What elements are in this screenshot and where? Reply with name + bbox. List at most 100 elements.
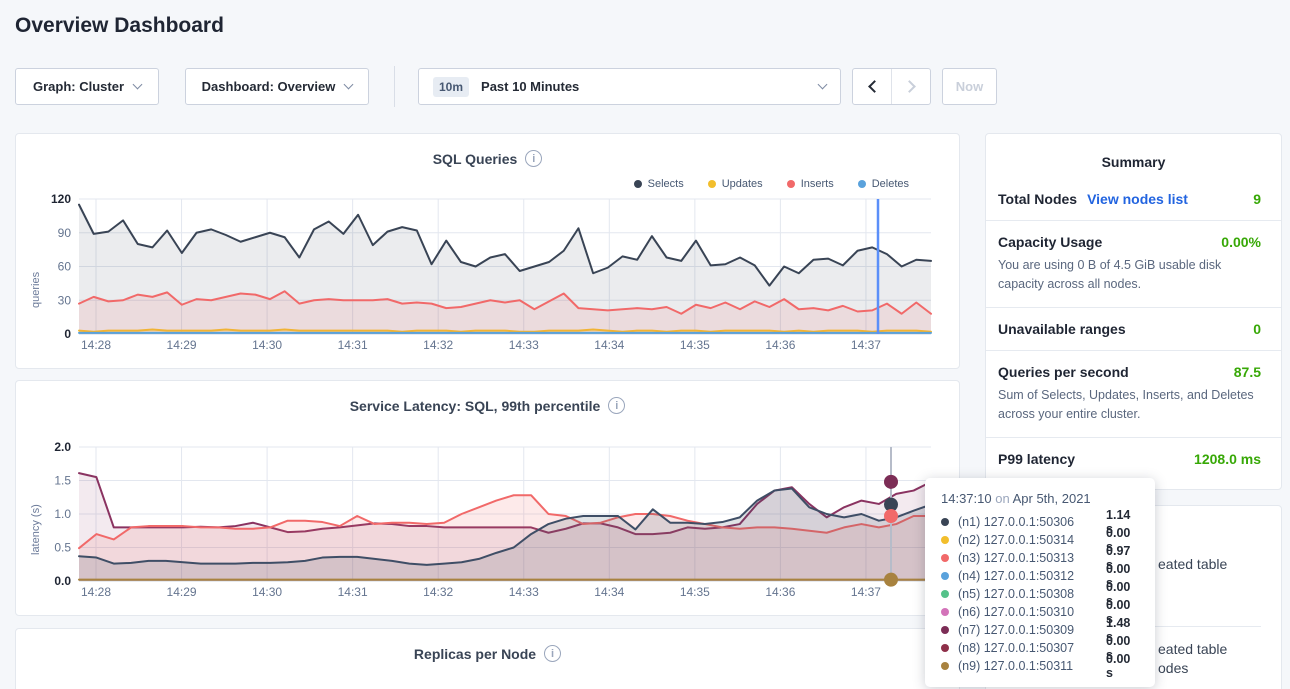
tooltip-node-row: (n9) 127.0.0.1:503110.00 s bbox=[941, 657, 1139, 675]
svg-text:30: 30 bbox=[58, 293, 72, 307]
qps-value: 87.5 bbox=[1234, 364, 1261, 380]
service-latency-card: Service Latency: SQL, 99th percentile la… bbox=[15, 380, 960, 616]
total-nodes-label: Total Nodes bbox=[998, 191, 1077, 207]
p99-latency-value: 1208.0 ms bbox=[1194, 451, 1261, 467]
service-latency-chart[interactable]: 14:28 14:29 14:30 14:31 14:32 14:33 14:34 14:35… bbox=[16, 431, 961, 607]
chart-title: Replicas per Node bbox=[414, 646, 536, 662]
summary-row-qps: Queries per second 87.5 Sum of Selects, … bbox=[986, 350, 1281, 437]
node-address: (n9) 127.0.0.1:50311 bbox=[958, 659, 1106, 673]
overview-dashboard-page: Overview Dashboard Graph: Cluster Dashbo… bbox=[0, 0, 1290, 689]
svg-text:1.0: 1.0 bbox=[54, 507, 71, 521]
capacity-usage-description: You are using 0 B of 4.5 GiB usable disk… bbox=[998, 256, 1261, 294]
summary-row-unavailable-ranges: Unavailable ranges 0 bbox=[986, 307, 1281, 350]
chart-hover-tooltip: 14:37:10 on Apr 5th, 2021 (n1) 127.0.0.1… bbox=[925, 478, 1155, 687]
svg-text:14:28: 14:28 bbox=[81, 338, 111, 352]
series-color-dot bbox=[941, 662, 949, 670]
svg-text:14:29: 14:29 bbox=[167, 585, 197, 599]
svg-text:0.5: 0.5 bbox=[54, 541, 71, 555]
chart-title: Service Latency: SQL, 99th percentile bbox=[350, 398, 601, 414]
node-address: (n4) 127.0.0.1:50312 bbox=[958, 569, 1106, 583]
node-address: (n1) 127.0.0.1:50306 bbox=[958, 515, 1106, 529]
info-icon[interactable] bbox=[525, 150, 542, 167]
view-nodes-list-link[interactable]: View nodes list bbox=[1087, 191, 1188, 207]
series-color-dot bbox=[941, 608, 949, 616]
p99-latency-label: P99 latency bbox=[998, 451, 1075, 467]
svg-text:14:36: 14:36 bbox=[765, 585, 795, 599]
time-step-buttons bbox=[852, 68, 931, 105]
graph-dropdown-label: Graph: Cluster bbox=[33, 79, 124, 94]
series-color-dot bbox=[941, 644, 949, 652]
qps-label: Queries per second bbox=[998, 364, 1129, 380]
info-icon[interactable] bbox=[544, 645, 561, 662]
svg-text:14:30: 14:30 bbox=[252, 585, 282, 599]
series-color-dot bbox=[941, 536, 949, 544]
svg-text:14:33: 14:33 bbox=[509, 585, 539, 599]
time-step-back-button[interactable] bbox=[853, 69, 891, 104]
svg-text:14:28: 14:28 bbox=[81, 585, 111, 599]
tooltip-timestamp: 14:37:10 on Apr 5th, 2021 bbox=[941, 491, 1139, 506]
svg-text:14:35: 14:35 bbox=[680, 585, 710, 599]
svg-text:14:29: 14:29 bbox=[167, 338, 197, 352]
now-button-label: Now bbox=[956, 79, 983, 94]
node-address: (n3) 127.0.0.1:50313 bbox=[958, 551, 1106, 565]
svg-text:0.0: 0.0 bbox=[54, 574, 71, 588]
unavailable-ranges-label: Unavailable ranges bbox=[998, 321, 1126, 337]
summary-row-p99: P99 latency 1208.0 ms bbox=[986, 437, 1281, 480]
series-color-dot bbox=[941, 554, 949, 562]
node-latency-value: 0.00 s bbox=[1106, 652, 1139, 680]
chart-title: SQL Queries bbox=[433, 151, 518, 167]
node-address: (n6) 127.0.0.1:50310 bbox=[958, 605, 1106, 619]
chevron-down-icon bbox=[344, 80, 354, 90]
svg-text:60: 60 bbox=[58, 260, 72, 274]
info-icon[interactable] bbox=[608, 397, 625, 414]
time-range-picker[interactable]: 10m Past 10 Minutes bbox=[418, 68, 841, 105]
svg-text:120: 120 bbox=[51, 192, 71, 206]
time-range-label: Past 10 Minutes bbox=[481, 79, 579, 94]
dashboard-dropdown-label: Dashboard: Overview bbox=[202, 79, 336, 94]
sql-queries-chart[interactable]: 14:2814:2914:3014:3114:3214:3314:3414:35… bbox=[16, 184, 961, 360]
now-button[interactable]: Now bbox=[942, 68, 997, 105]
svg-text:14:32: 14:32 bbox=[423, 585, 453, 599]
chevron-right-icon bbox=[903, 80, 916, 93]
node-address: (n5) 127.0.0.1:50308 bbox=[958, 587, 1106, 601]
page-title: Overview Dashboard bbox=[15, 14, 224, 38]
svg-text:14:33: 14:33 bbox=[509, 338, 539, 352]
svg-text:14:31: 14:31 bbox=[338, 585, 368, 599]
capacity-usage-label: Capacity Usage bbox=[998, 234, 1102, 250]
svg-text:90: 90 bbox=[58, 226, 72, 240]
svg-text:14:30: 14:30 bbox=[252, 338, 282, 352]
svg-text:14:34: 14:34 bbox=[594, 338, 624, 352]
series-color-dot bbox=[941, 590, 949, 598]
chevron-down-icon bbox=[818, 80, 828, 90]
summary-panel: Summary Total Nodes View nodes list 9 Ca… bbox=[985, 133, 1282, 490]
chevron-down-icon bbox=[133, 80, 143, 90]
qps-description: Sum of Selects, Updates, Inserts, and De… bbox=[998, 386, 1261, 424]
graph-dropdown[interactable]: Graph: Cluster bbox=[15, 68, 159, 105]
node-address: (n2) 127.0.0.1:50314 bbox=[958, 533, 1106, 547]
total-nodes-value: 9 bbox=[1253, 191, 1261, 207]
dashboard-dropdown[interactable]: Dashboard: Overview bbox=[185, 68, 369, 105]
svg-text:14:34: 14:34 bbox=[594, 585, 624, 599]
time-range-badge: 10m bbox=[433, 77, 469, 97]
summary-row-capacity: Capacity Usage 0.00% You are using 0 B o… bbox=[986, 220, 1281, 307]
controls-divider bbox=[394, 66, 395, 107]
svg-text:14:31: 14:31 bbox=[338, 338, 368, 352]
sql-queries-card: SQL Queries SelectsUpdatesInsertsDeletes… bbox=[15, 133, 960, 369]
svg-text:14:37: 14:37 bbox=[851, 585, 881, 599]
time-step-forward-button[interactable] bbox=[891, 69, 930, 104]
svg-text:14:36: 14:36 bbox=[765, 338, 795, 352]
replicas-title-row: Replicas per Node bbox=[16, 645, 959, 662]
chevron-left-icon bbox=[868, 80, 881, 93]
event-item-text[interactable]: eated table bbox=[1158, 556, 1227, 572]
node-address: (n7) 127.0.0.1:50309 bbox=[958, 623, 1106, 637]
series-color-dot bbox=[941, 626, 949, 634]
capacity-usage-value: 0.00% bbox=[1221, 234, 1261, 250]
event-item-text[interactable]: odes bbox=[1158, 660, 1188, 676]
svg-text:14:35: 14:35 bbox=[680, 338, 710, 352]
svg-text:14:37: 14:37 bbox=[851, 338, 881, 352]
event-item-text[interactable]: eated table bbox=[1158, 641, 1227, 657]
series-color-dot bbox=[941, 518, 949, 526]
summary-heading: Summary bbox=[986, 134, 1281, 178]
summary-row-total-nodes: Total Nodes View nodes list 9 bbox=[986, 178, 1281, 220]
node-address: (n8) 127.0.0.1:50307 bbox=[958, 641, 1106, 655]
